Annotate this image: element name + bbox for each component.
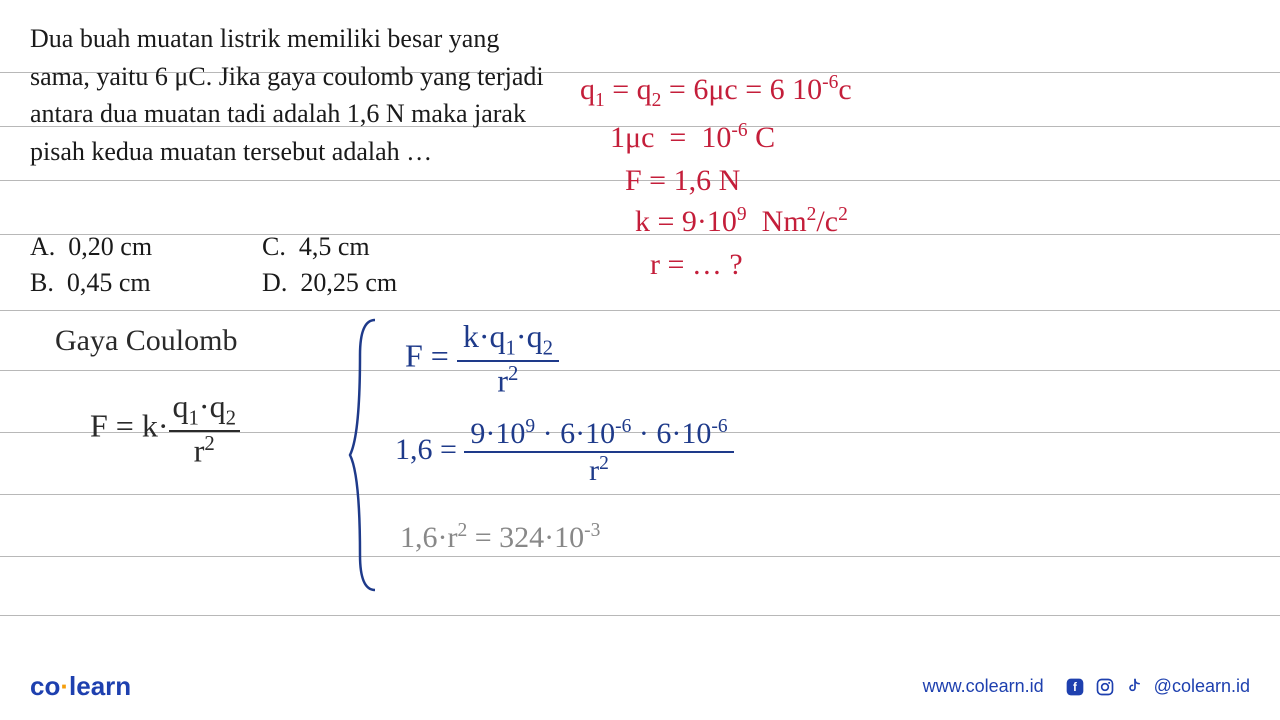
instagram-icon [1094,676,1116,698]
option-d: D. 20,25 cm [262,268,397,298]
footer-url: www.colearn.id [923,676,1044,697]
formula-title: Gaya Coulomb [55,324,237,358]
answer-options: A. 0,20 cm B. 0,45 cm C. 4,5 cm D. 20,25… [30,232,397,298]
footer: co·learn www.colearn.id f @colearn.id [30,671,1250,702]
red-note-force: F = 1,6 N [625,164,740,198]
blue-formula-1: F = k·q1·q2 r2 [405,318,559,400]
question-text: Dua buah muatan listrik memiliki besar y… [30,20,560,171]
curly-brace-icon [345,315,385,595]
option-c: C. 4,5 cm [262,232,397,262]
gray-equation: 1,6·r2 = 324·10-3 [400,520,600,555]
brand-logo: co·learn [30,671,131,702]
blue-formula-2: 1,6 = 9·109 · 6·10-6 · 6·10-6 r2 [395,416,734,488]
red-note-r: r = … ? [650,248,743,282]
svg-text:f: f [1073,681,1077,694]
footer-handle: @colearn.id [1154,676,1250,697]
tiktok-icon [1124,676,1146,698]
facebook-icon: f [1064,676,1086,698]
red-note-microc: 1μc = 10-6 C [610,120,775,155]
social-icons: f @colearn.id [1064,676,1250,698]
red-note-k: k = 9·109 Nm2/c2 [635,204,848,239]
option-b: B. 0,45 cm [30,268,152,298]
option-a: A. 0,20 cm [30,232,152,262]
red-note-q1q2: q1 = q2 = 6μc = 6 10-6c [580,72,852,112]
formula-coulomb: F = k· q1·q2 r2 [90,388,240,470]
